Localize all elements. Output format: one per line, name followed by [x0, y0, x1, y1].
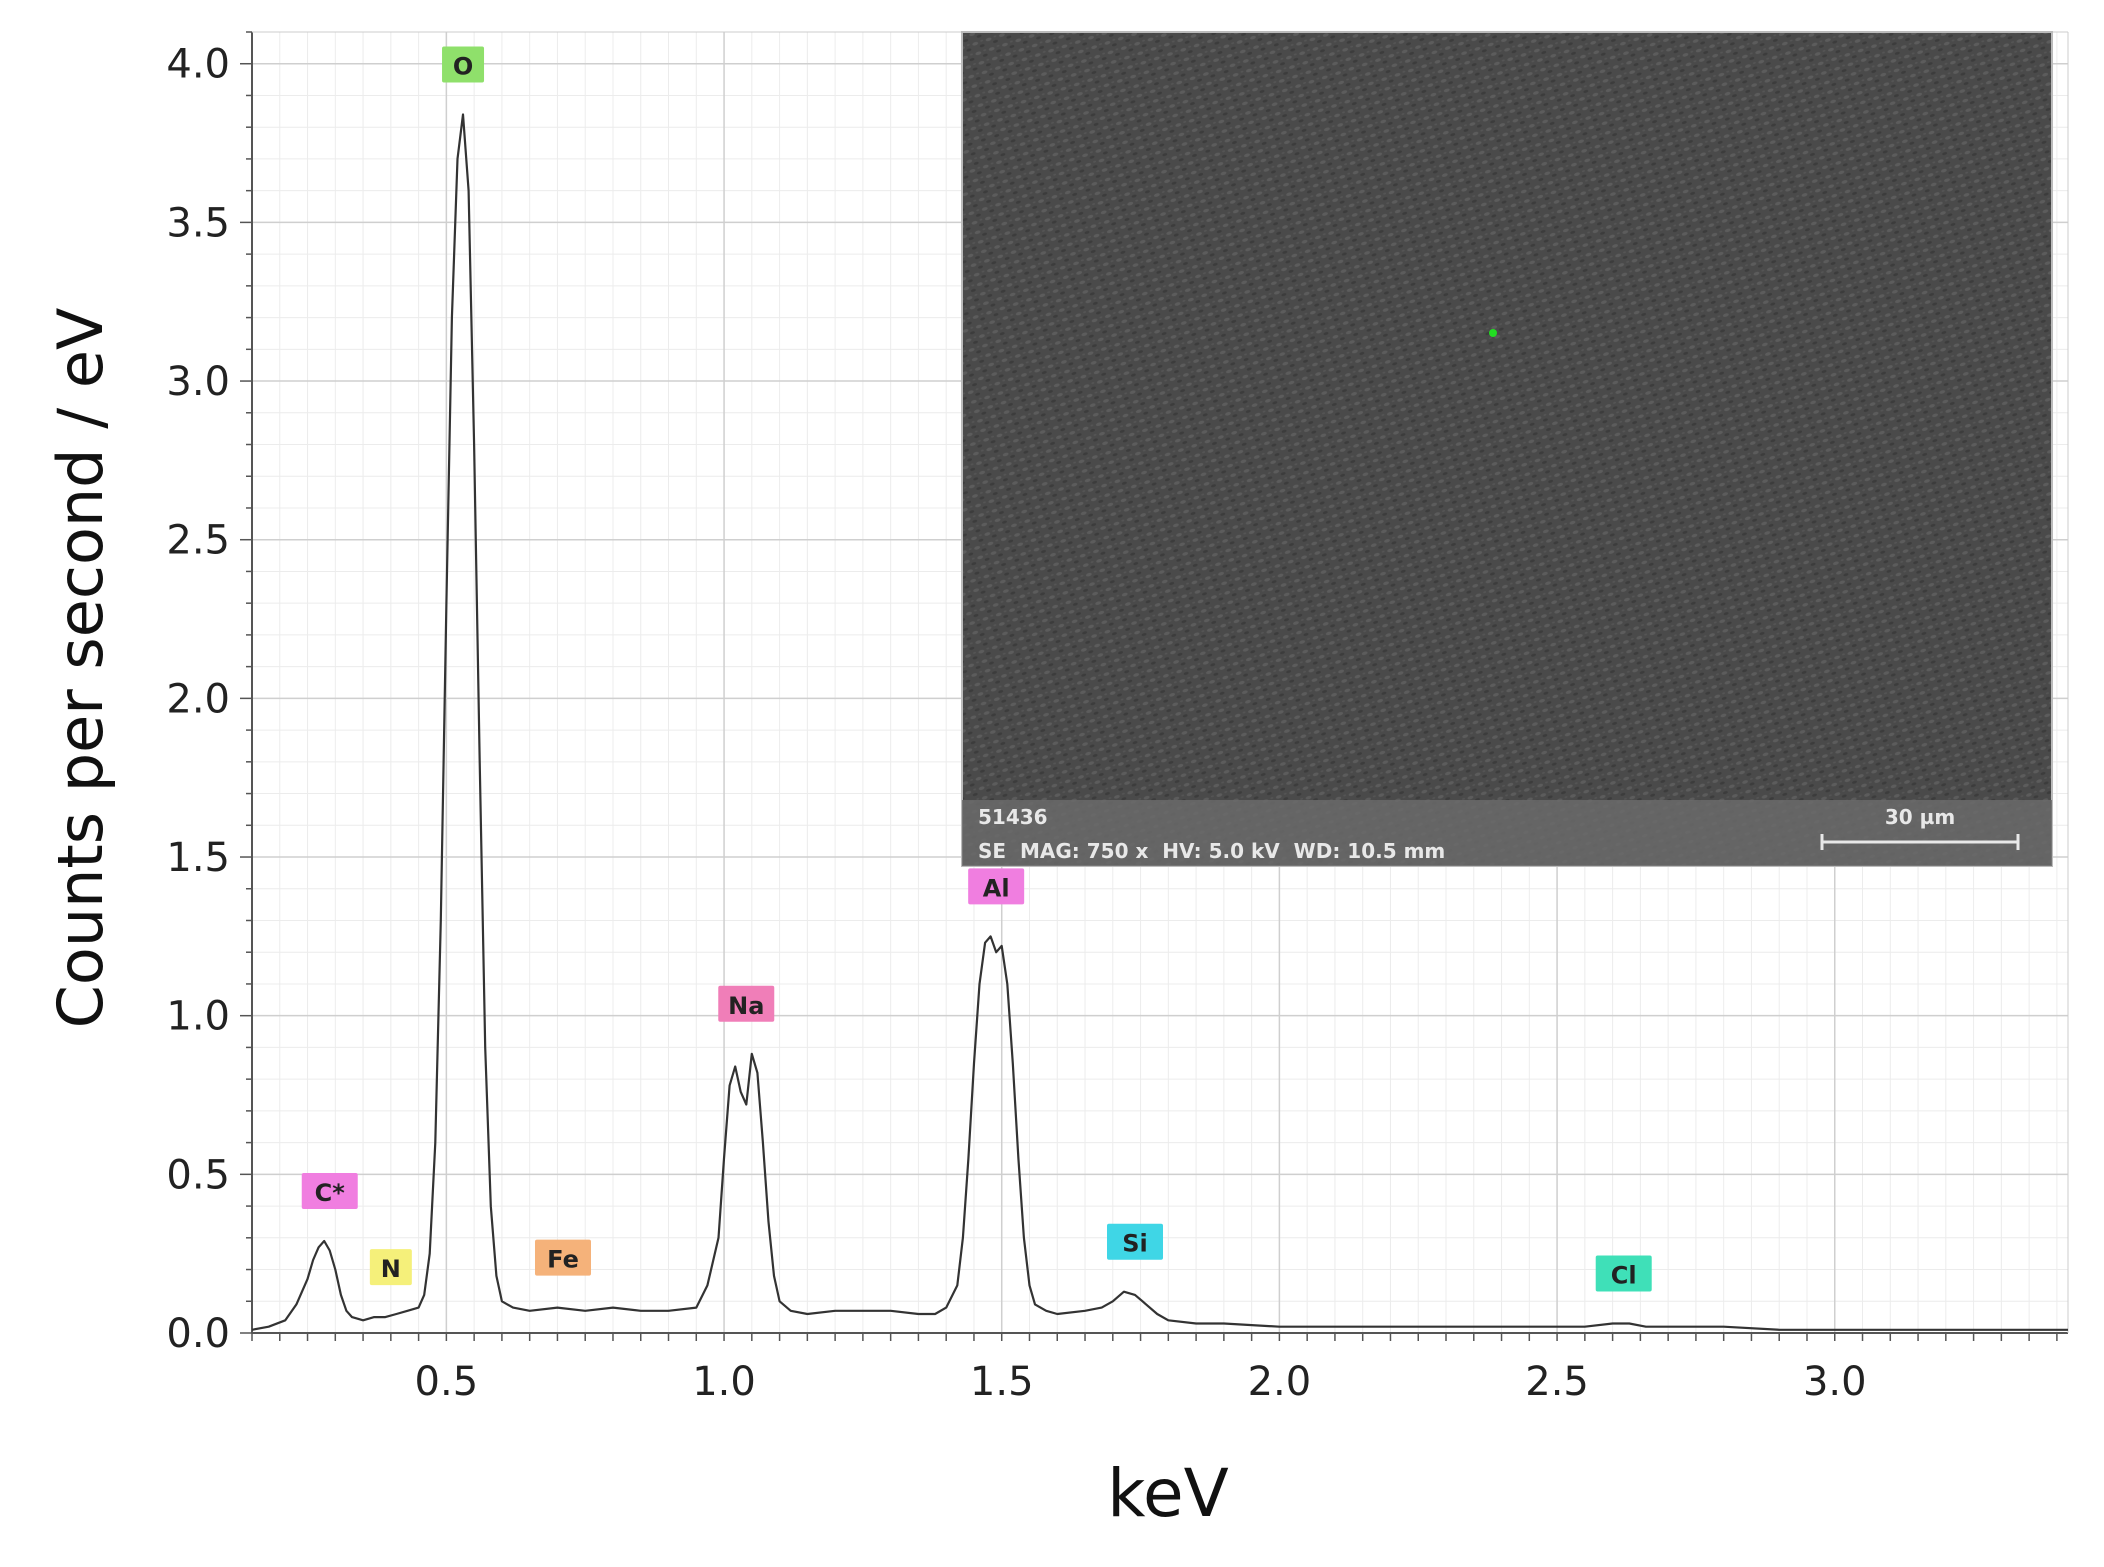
peak-label-text: O [453, 53, 473, 81]
y-tick-label: 2.0 [166, 676, 230, 722]
y-tick-label: 2.5 [166, 518, 230, 564]
y-tick-label: 4.0 [166, 42, 230, 88]
peak-label-box [1107, 1223, 1164, 1260]
peak-label-text: N [381, 1255, 401, 1283]
y-tick-labels: 0.0 0.5 1.0 1.5 2.0 2.5 3.0 3.5 4.0 [166, 42, 230, 1357]
y-tick-label: 1.0 [166, 994, 230, 1040]
x-tick-label: 1.5 [970, 1359, 1034, 1405]
peak-label: Si [1107, 1223, 1164, 1260]
x-axis-label: keV [1107, 1455, 1229, 1532]
peak-label-text: Cl [1611, 1261, 1637, 1289]
peak-label-box [301, 1172, 358, 1209]
x-tick-label: 2.0 [1248, 1359, 1312, 1405]
x-tick-label: 0.5 [415, 1359, 479, 1405]
y-tick-label: 3.5 [166, 200, 230, 246]
peak-label: O [442, 46, 485, 83]
x-tick-label: 1.0 [692, 1359, 756, 1405]
sem-sample-id: 51436 [978, 805, 1048, 829]
y-tick-label: 0.0 [166, 1311, 230, 1357]
peak-label-text: Fe [547, 1246, 579, 1274]
x-tick-label: 2.5 [1525, 1359, 1589, 1405]
peak-label-box [1595, 1255, 1652, 1292]
x-tick-labels: 0.5 1.0 1.5 2.0 2.5 3.0 [415, 1359, 1867, 1405]
peak-label: Al [968, 868, 1025, 905]
peak-label-text: C* [315, 1179, 346, 1207]
sem-image-inset: 51436 SE MAG: 750 x HV: 5.0 kV WD: 10.5 … [961, 31, 2053, 867]
peak-label-box [534, 1239, 591, 1276]
sem-info-line: SE MAG: 750 x HV: 5.0 kV WD: 10.5 mm [978, 839, 1445, 863]
peak-label-box [968, 868, 1025, 905]
peak-labels: C* N O Fe Na Al Si Cl [301, 46, 1652, 1292]
analysis-point-marker [1489, 329, 1497, 337]
y-tick-label: 0.5 [166, 1152, 230, 1198]
sem-scale-label: 30 µm [1885, 805, 1955, 829]
peak-label: N [369, 1249, 412, 1286]
y-axis-label: Counts per second / eV [44, 308, 117, 1029]
series-layer [251, 113, 2068, 1331]
peak-label: C* [301, 1172, 358, 1209]
peak-label-box [369, 1249, 412, 1286]
spectrum-line [251, 113, 2068, 1331]
y-tick-label: 1.5 [166, 835, 230, 881]
peak-label: Fe [534, 1239, 591, 1276]
tick-marks [240, 31, 2058, 1341]
y-tick-label: 3.0 [166, 359, 230, 405]
peak-label-box [442, 46, 485, 83]
peak-label-text: Al [983, 874, 1010, 902]
peak-label-box [718, 985, 775, 1022]
x-tick-label: 3.0 [1803, 1359, 1867, 1405]
sem-info-bar [962, 800, 2052, 866]
peak-label-text: Si [1122, 1230, 1148, 1258]
peak-label-text: Na [728, 992, 764, 1020]
sem-image [961, 31, 2053, 867]
peak-label: Na [718, 985, 775, 1022]
peak-label: Cl [1595, 1255, 1652, 1292]
